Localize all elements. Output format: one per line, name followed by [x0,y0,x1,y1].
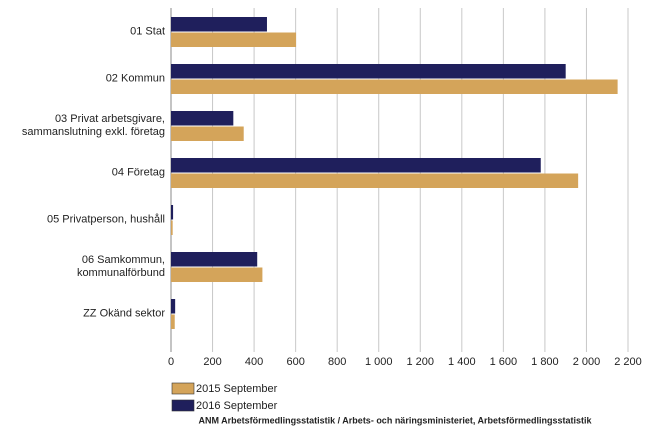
bar [171,79,618,94]
bar [171,267,263,282]
x-tick-label: 0 [168,356,174,368]
category-label: 04 Företag [111,166,165,178]
bar [171,111,234,126]
x-tick-label: 1 400 [448,356,476,368]
x-tick-label: 800 [328,356,346,368]
x-tick-label: 200 [203,356,221,368]
x-tick-label: 400 [245,356,263,368]
bar [171,314,175,329]
x-tick-label: 2 000 [573,356,601,368]
source: ANM Arbetsförmedlingsstatistik / Arbets-… [198,415,592,425]
bar [171,299,176,314]
bar [171,32,297,47]
category-label: ZZ Okänd sektor [83,307,165,319]
legend-label: 2016 September [196,400,278,412]
bar [171,205,174,220]
category-label: 02 Kommun [105,72,165,84]
bar [171,17,267,32]
category-label: 05 Privatperson, hushåll [46,213,165,225]
category-label: 03 Privat arbetsgivare, sammanslutning e… [21,112,165,138]
legend-swatch [171,399,195,412]
x-tick-label: 2 200 [614,356,642,368]
bar [171,173,579,188]
bar [171,126,244,141]
x-tick-label: 1 800 [531,356,559,368]
x-tick-label: 1 600 [490,356,518,368]
x-tick-label: 1 000 [365,356,393,368]
category-label: 01 Stat [130,25,165,37]
bar [171,220,173,235]
legend-swatch [171,382,195,395]
x-tick-label: 1 200 [407,356,435,368]
bar [171,64,566,79]
x-tick-label: 600 [286,356,304,368]
legend-label: 2015 September [196,383,278,395]
bar [171,252,258,267]
bar [171,158,541,173]
category-label: 06 Samkommun, kommunalförbund [76,253,165,279]
